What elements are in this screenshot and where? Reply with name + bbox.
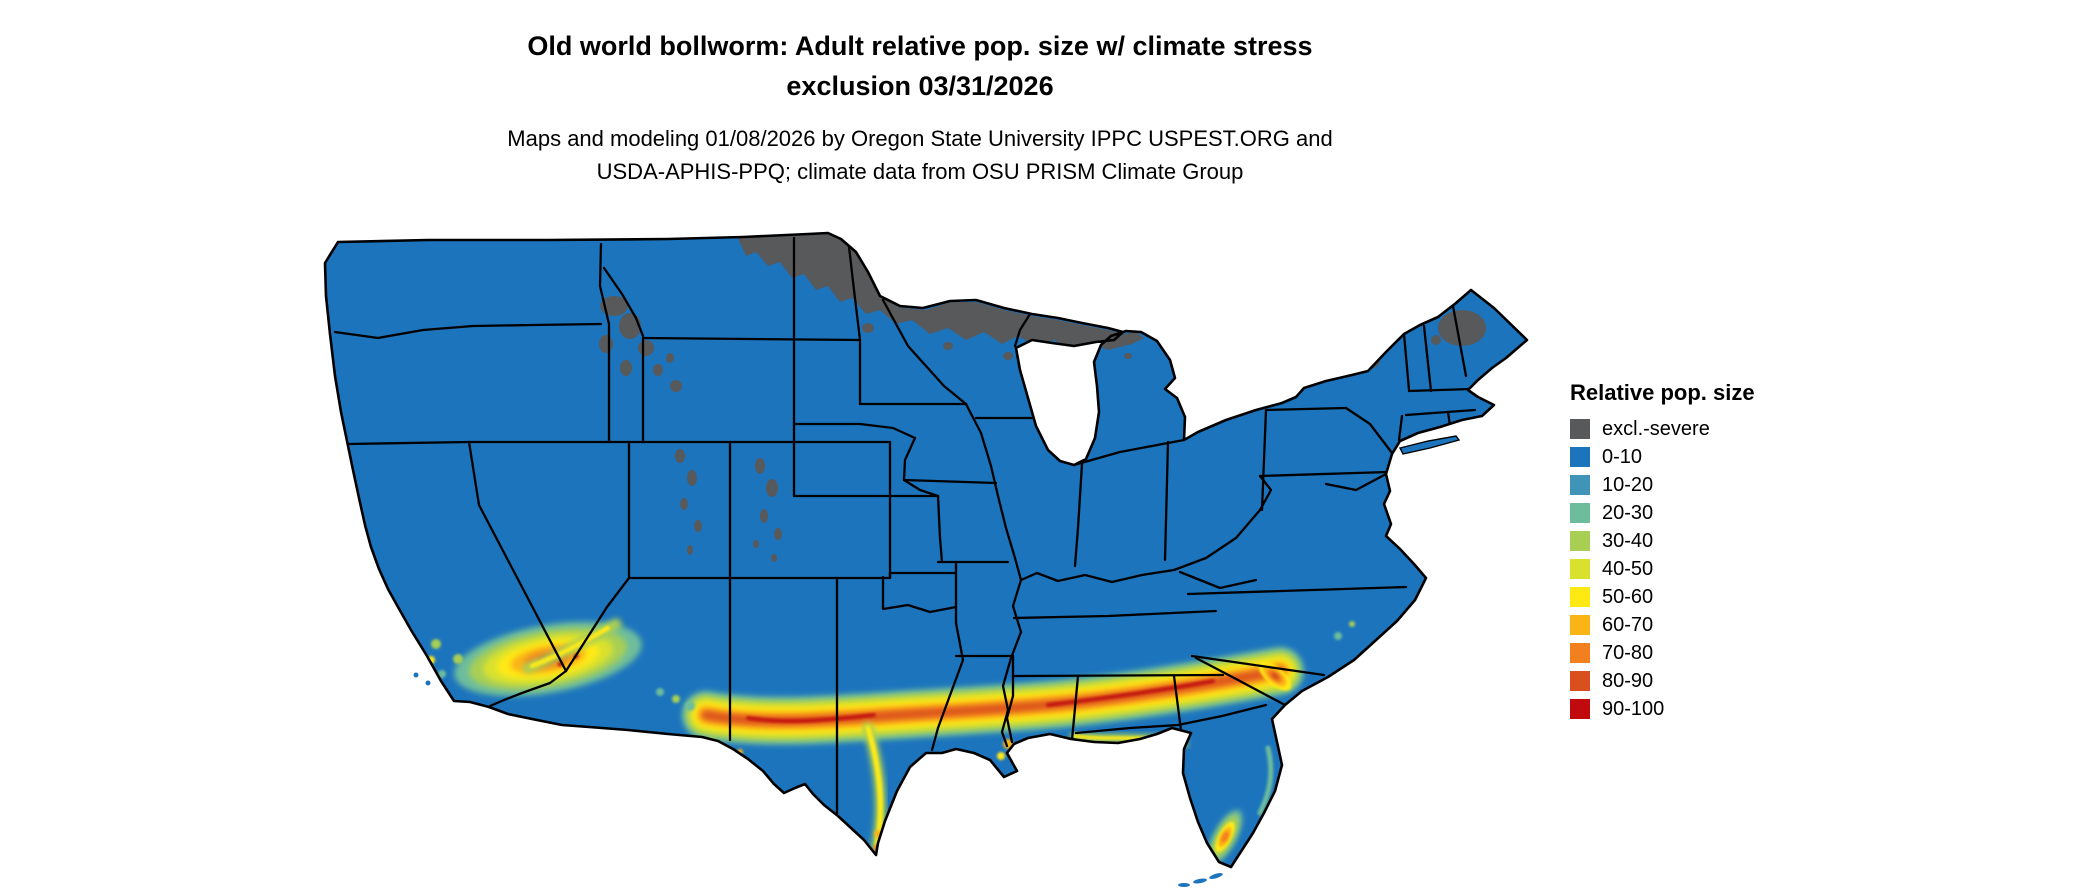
georgia-coast-hotspot (1258, 661, 1292, 691)
adirondacks-exclusion-patch (1356, 351, 1380, 369)
legend-item: 40-50 (1570, 559, 1890, 579)
figure-title: Old world bollworm: Adult relative pop. … (0, 26, 1840, 106)
legend-item-label: 30-40 (1602, 530, 1654, 552)
legend-item-label: 10-20 (1602, 474, 1654, 496)
legend-item: 90-100 (1570, 699, 1890, 719)
legend-item-label: 20-30 (1602, 502, 1654, 524)
legend-item: 30-40 (1570, 531, 1890, 551)
legend-item-label: 90-100 (1602, 698, 1665, 720)
legend-swatch (1570, 615, 1590, 635)
legend-swatch (1570, 559, 1590, 579)
arizona-hotspot (427, 618, 642, 697)
legend-swatch (1570, 671, 1590, 691)
southeast-red-core (1046, 679, 1215, 707)
legend-swatch (1570, 419, 1590, 439)
legend: Relative pop. size excl.-severe 0-10 10-20… (1570, 380, 1890, 727)
legend-item-label: 60-70 (1602, 614, 1654, 636)
figure-title-line1: Old world bollworm: Adult relative pop. … (527, 31, 1313, 61)
legend-item: 80-90 (1570, 671, 1890, 691)
legend-item: 60-70 (1570, 615, 1890, 635)
legend-item-label: excl.-severe (1602, 418, 1710, 440)
figure-title-line2: exclusion 03/31/2026 (786, 71, 1054, 101)
legend-item-label: 80-90 (1602, 670, 1654, 692)
legend-swatch (1570, 643, 1590, 663)
state-boundaries (333, 236, 1477, 818)
legend-item-label: 0-10 (1602, 446, 1643, 468)
us-map-svg (323, 231, 1529, 887)
legend-swatch (1570, 531, 1590, 551)
us-outline (323, 231, 1529, 869)
long-island (1398, 435, 1461, 455)
legend-item: 70-80 (1570, 643, 1890, 663)
legend-item: 50-60 (1570, 587, 1890, 607)
legend-items: excl.-severe 0-10 10-20 20-30 30-40 40-50 50-6… (1570, 419, 1890, 719)
southern-california-fringe (431, 639, 441, 649)
maine-exclusion-patch (1438, 310, 1486, 346)
florida-tip-hotspot (1207, 810, 1243, 864)
legend-swatch (1570, 447, 1590, 467)
legend-swatch (1570, 699, 1590, 719)
legend-swatch (1570, 587, 1590, 607)
legend-item-label: 70-80 (1602, 642, 1654, 664)
legend-title: Relative pop. size (1570, 380, 1755, 405)
legend-swatch (1570, 503, 1590, 523)
legend-swatch (1570, 475, 1590, 495)
figure-subtitle-line2: USDA-APHIS-PPQ; climate data from OSU PR… (596, 159, 1244, 184)
florida-keys (1178, 872, 1223, 887)
texas-red-core (746, 713, 876, 723)
legend-item: 10-20 (1570, 475, 1890, 495)
legend-item-label: 40-50 (1602, 558, 1654, 580)
figure-subtitle: Maps and modeling 01/08/2026 by Oregon S… (0, 122, 1840, 188)
northern-exclusion-wedge (736, 234, 1144, 350)
florida-east-coast-fringe (1257, 745, 1274, 816)
legend-item: 0-10 (1570, 447, 1890, 467)
legend-item: excl.-severe (1570, 419, 1890, 439)
legend-item-label: 50-60 (1602, 586, 1654, 608)
us-map (308, 228, 1534, 888)
legend-item: 20-30 (1570, 503, 1890, 523)
figure-subtitle-line1: Maps and modeling 01/08/2026 by Oregon S… (507, 126, 1333, 151)
channel-islands (413, 672, 431, 686)
islands (413, 435, 1461, 887)
